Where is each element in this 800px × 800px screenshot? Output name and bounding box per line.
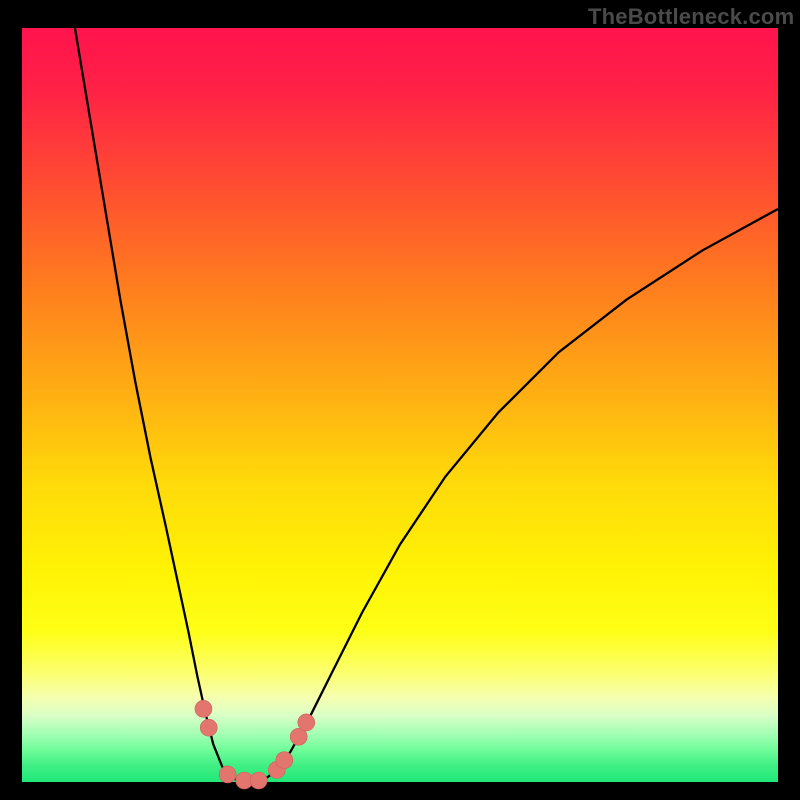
- data-marker: [219, 766, 236, 783]
- data-marker: [195, 700, 212, 717]
- data-marker: [250, 772, 267, 789]
- plot-area: [22, 28, 778, 782]
- watermark-text: TheBottleneck.com: [588, 4, 794, 30]
- data-marker: [276, 752, 293, 769]
- chart-container: TheBottleneck.com: [0, 0, 800, 800]
- data-marker: [200, 719, 217, 736]
- marker-layer: [22, 28, 778, 782]
- data-marker: [298, 714, 315, 731]
